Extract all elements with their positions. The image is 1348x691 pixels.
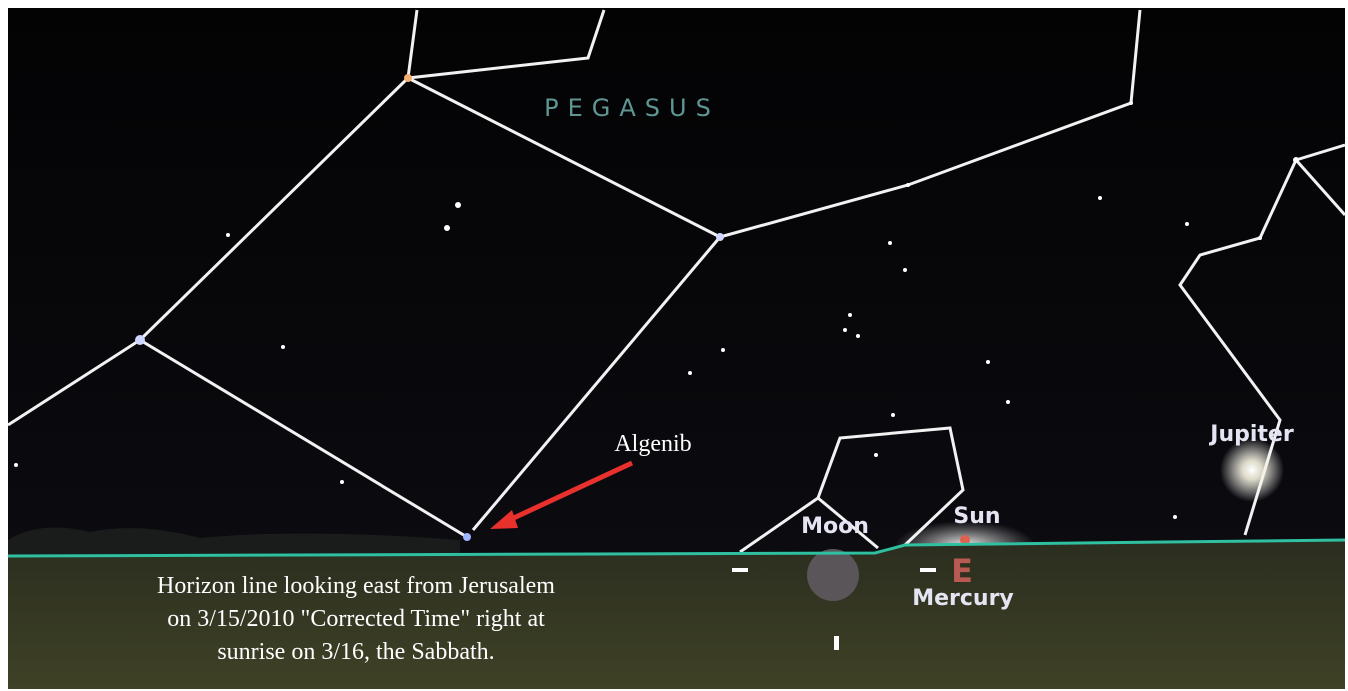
planet-label: Jupiter bbox=[1208, 422, 1294, 447]
caption-line: sunrise on 3/16, the Sabbath. bbox=[217, 639, 494, 665]
compass-label: E bbox=[951, 552, 973, 590]
moon bbox=[807, 549, 859, 601]
caption-line: Horizon line looking east from Jerusalem bbox=[157, 573, 555, 599]
sky-view: PEGASUS Algenib Jupiter Moon Sun Mercury… bbox=[0, 0, 1348, 691]
star-label: Algenib bbox=[614, 431, 691, 457]
sun-label: Sun bbox=[953, 504, 1000, 529]
jupiter bbox=[1220, 438, 1284, 502]
constellation-name: PEGASUS bbox=[544, 94, 720, 122]
caption-line: on 3/15/2010 "Corrected Time" right at bbox=[167, 606, 545, 632]
moon-label: Moon bbox=[801, 514, 869, 539]
